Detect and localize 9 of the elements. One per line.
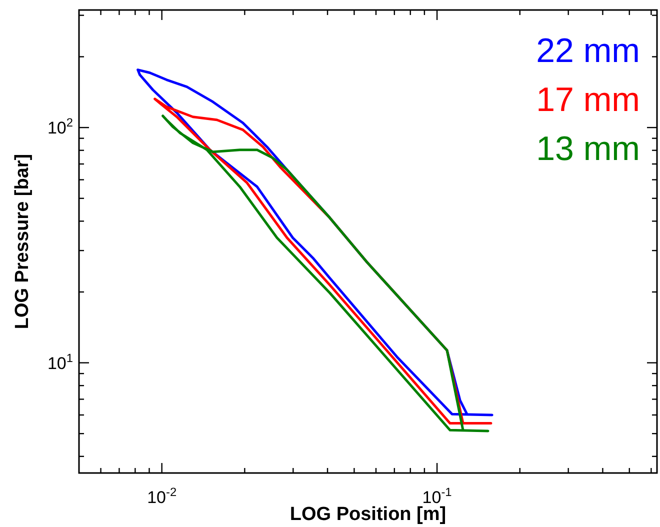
y-axis-title: LOG Pressure [bar]: [12, 154, 33, 330]
y-tick-label: 10$^{2}$: [47, 116, 74, 138]
text: 22 mm: [536, 32, 640, 70]
text: 13 mm: [536, 130, 640, 168]
text: 17 mm: [536, 81, 640, 119]
x-tick-label: 10$^{-2}$: [147, 485, 177, 507]
x-axis-title: LOG Position [m]: [290, 504, 446, 525]
y-tick-label: 10$^{1}$: [47, 350, 74, 373]
x-tick-label: 10$^{-1}$: [422, 485, 452, 507]
